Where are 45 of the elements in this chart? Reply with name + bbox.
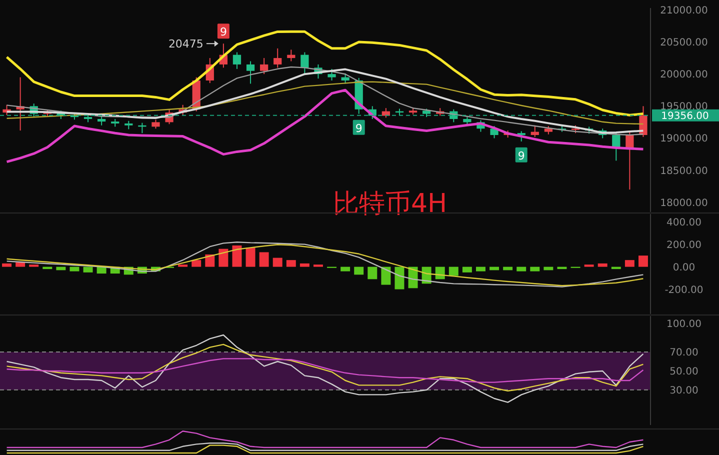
bar — [272, 258, 282, 267]
bar — [246, 248, 256, 267]
bar — [83, 266, 93, 272]
bar — [300, 263, 310, 267]
bar — [381, 266, 391, 285]
bar — [638, 256, 648, 267]
y-tick-label: 70.00 — [670, 348, 698, 359]
y-tick-label: 21000.00 — [660, 5, 708, 16]
y-tick-label: 20000.00 — [660, 70, 708, 81]
bar — [232, 245, 242, 267]
y-tick-label: 18000.00 — [660, 198, 708, 209]
bar — [96, 266, 106, 274]
bar — [516, 266, 526, 272]
bar — [476, 266, 486, 272]
y-tick-label: 400.00 — [666, 217, 702, 228]
bar — [598, 263, 608, 267]
y-tick-label: 19000.00 — [660, 134, 708, 145]
annotation: 9 — [355, 122, 362, 135]
bar — [340, 266, 350, 272]
bar — [192, 260, 202, 267]
bar — [448, 266, 458, 276]
bar — [394, 266, 404, 290]
y-tick-label: 200.00 — [666, 240, 702, 251]
y-tick-label: 20500.00 — [660, 38, 708, 48]
y-tick-label: 50.00 — [670, 366, 698, 378]
y-tick-label: 100.00 — [666, 319, 702, 330]
y-tick-label: -200.00 — [664, 284, 704, 296]
bar — [2, 263, 12, 267]
bar — [624, 260, 634, 267]
annotation: 9 — [518, 149, 525, 162]
y-tick-label: 0.00 — [672, 262, 696, 274]
ref-line-label: 19356.00 — [661, 110, 709, 122]
bar — [259, 252, 269, 267]
bar — [462, 266, 472, 272]
bar — [354, 266, 364, 275]
bar — [70, 266, 80, 272]
bar — [286, 260, 296, 267]
bar — [530, 266, 540, 272]
bar — [16, 262, 26, 267]
annotation: 9 — [220, 26, 227, 39]
bar — [218, 248, 228, 267]
y-tick-label: 18500.00 — [660, 166, 708, 177]
annotation: 20475 — [168, 38, 204, 51]
y-tick-label: 30.00 — [670, 385, 698, 396]
bar — [368, 266, 378, 280]
